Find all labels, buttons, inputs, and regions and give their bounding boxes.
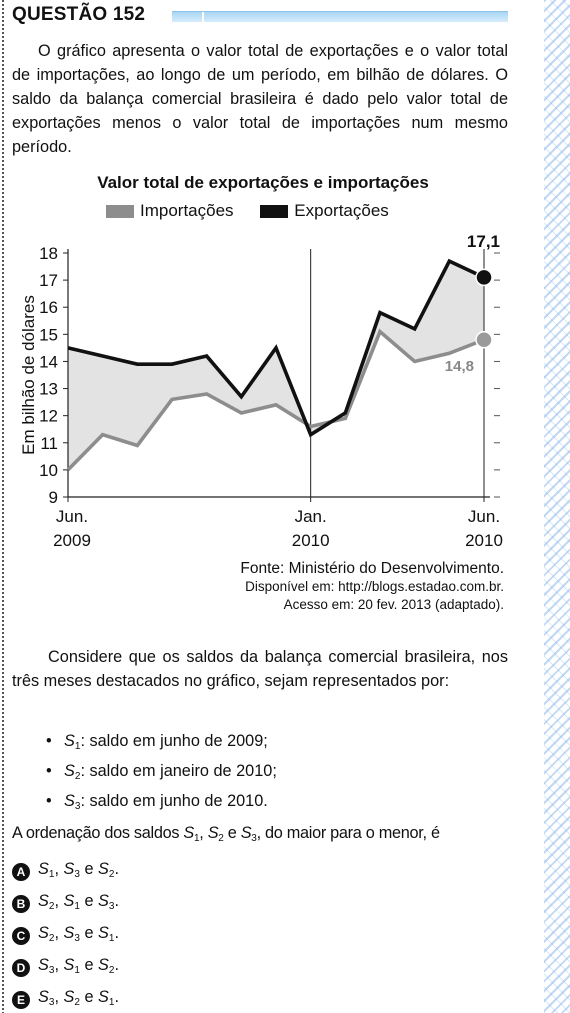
y-axis-title: Em bilhão de dólares [19, 295, 38, 455]
list-item-text: : saldo em janeiro de 2010; [80, 762, 276, 780]
chart-title: Valor total de exportações e importações [0, 173, 526, 193]
source-line-3: Acesso em: 20 fev. 2013 (adaptado). [240, 596, 504, 614]
source-line-2: Disponível em: http://blogs.estadao.com.… [240, 578, 504, 596]
variable-symbol: S [64, 732, 75, 750]
y-tick-label: 12 [39, 407, 58, 426]
question-number: QUESTÃO 152 [12, 4, 145, 26]
y-tick-label: 9 [49, 488, 58, 507]
legend-swatch-exportacoes [260, 205, 288, 218]
decorative-side-strip [544, 0, 570, 1013]
variable-symbol: S [64, 762, 75, 780]
balance-area [68, 261, 484, 470]
list-item-text: : saldo em junho de 2009; [80, 732, 267, 750]
list-item: • S3: saldo em junho de 2010. [46, 786, 277, 816]
option-letter-badge: D [12, 959, 30, 977]
x-tick-label-year: 2010 [465, 531, 503, 550]
y-tick-label: 17 [39, 271, 58, 290]
legend-label-importacoes: Importações [140, 201, 234, 221]
chart-legend: Importações Exportações [106, 201, 411, 223]
marker-exportacoes-end [476, 269, 492, 285]
legend-item-importacoes: Importações [106, 201, 234, 221]
option-a[interactable]: A S1, S3 e S2. [12, 853, 119, 885]
x-tick-label-year: 2009 [53, 531, 91, 550]
y-tick-label: 16 [39, 298, 58, 317]
legend-swatch-importacoes [106, 205, 134, 218]
marker-importacoes-end [476, 332, 492, 348]
y-tick-label: 13 [39, 380, 58, 399]
question-stem: A ordenação dos saldos S1, S2 e S3, do m… [12, 824, 440, 843]
data-label-importacoes: 14,8 [445, 358, 474, 375]
option-letter-badge: C [12, 927, 30, 945]
option-b[interactable]: B S2, S1 e S3. [12, 885, 119, 917]
x-tick-label-month: Jun. [56, 507, 88, 526]
y-tick-label: 15 [39, 325, 58, 344]
data-label-exportacoes: 17,1 [467, 232, 500, 251]
y-tick-label: 18 [39, 244, 58, 263]
legend-label-exportacoes: Exportações [294, 201, 389, 221]
x-tick-label-month: Jun. [468, 507, 500, 526]
y-tick-label: 11 [40, 434, 58, 453]
prompt-paragraph: Considere que os saldos da balança comer… [12, 645, 508, 693]
header-decorative-bar [172, 11, 508, 22]
list-item: • S1: saldo em junho de 2009; [46, 726, 277, 756]
variable-symbol: S [64, 792, 75, 810]
legend-item-exportacoes: Exportações [260, 201, 389, 221]
question-header: QUESTÃO 152 [12, 4, 508, 28]
answer-options: A S1, S3 e S2. B S2, S1 e S3. C S2, S3 e S1… [12, 853, 119, 1013]
intro-paragraph: O gráfico apresenta o valor total de exp… [12, 39, 508, 159]
chart-source: Fonte: Ministério do Desenvolvimento. Di… [240, 559, 504, 614]
line-chart: 9 10 11 12 13 14 15 16 17 18 Em bilhão de dólares J… [0, 228, 526, 558]
option-e[interactable]: E S3, S2 e S1. [12, 981, 119, 1013]
x-tick-label-year: 2010 [292, 531, 330, 550]
option-letter-badge: A [12, 863, 30, 881]
list-item: • S2: saldo em janeiro de 2010; [46, 756, 277, 786]
option-letter-badge: E [12, 991, 30, 1009]
y-tick-label: 10 [39, 461, 58, 480]
list-item-text: : saldo em junho de 2010. [80, 792, 267, 810]
source-line-1: Fonte: Ministério do Desenvolvimento. [240, 559, 504, 578]
option-d[interactable]: D S3, S1 e S2. [12, 949, 119, 981]
y-tick-label: 14 [39, 352, 58, 371]
option-letter-badge: B [12, 895, 30, 913]
option-c[interactable]: C S2, S3 e S1. [12, 917, 119, 949]
balance-definitions: • S1: saldo em junho de 2009; • S2: saldo … [46, 726, 277, 816]
x-tick-label-month: Jan. [295, 507, 327, 526]
